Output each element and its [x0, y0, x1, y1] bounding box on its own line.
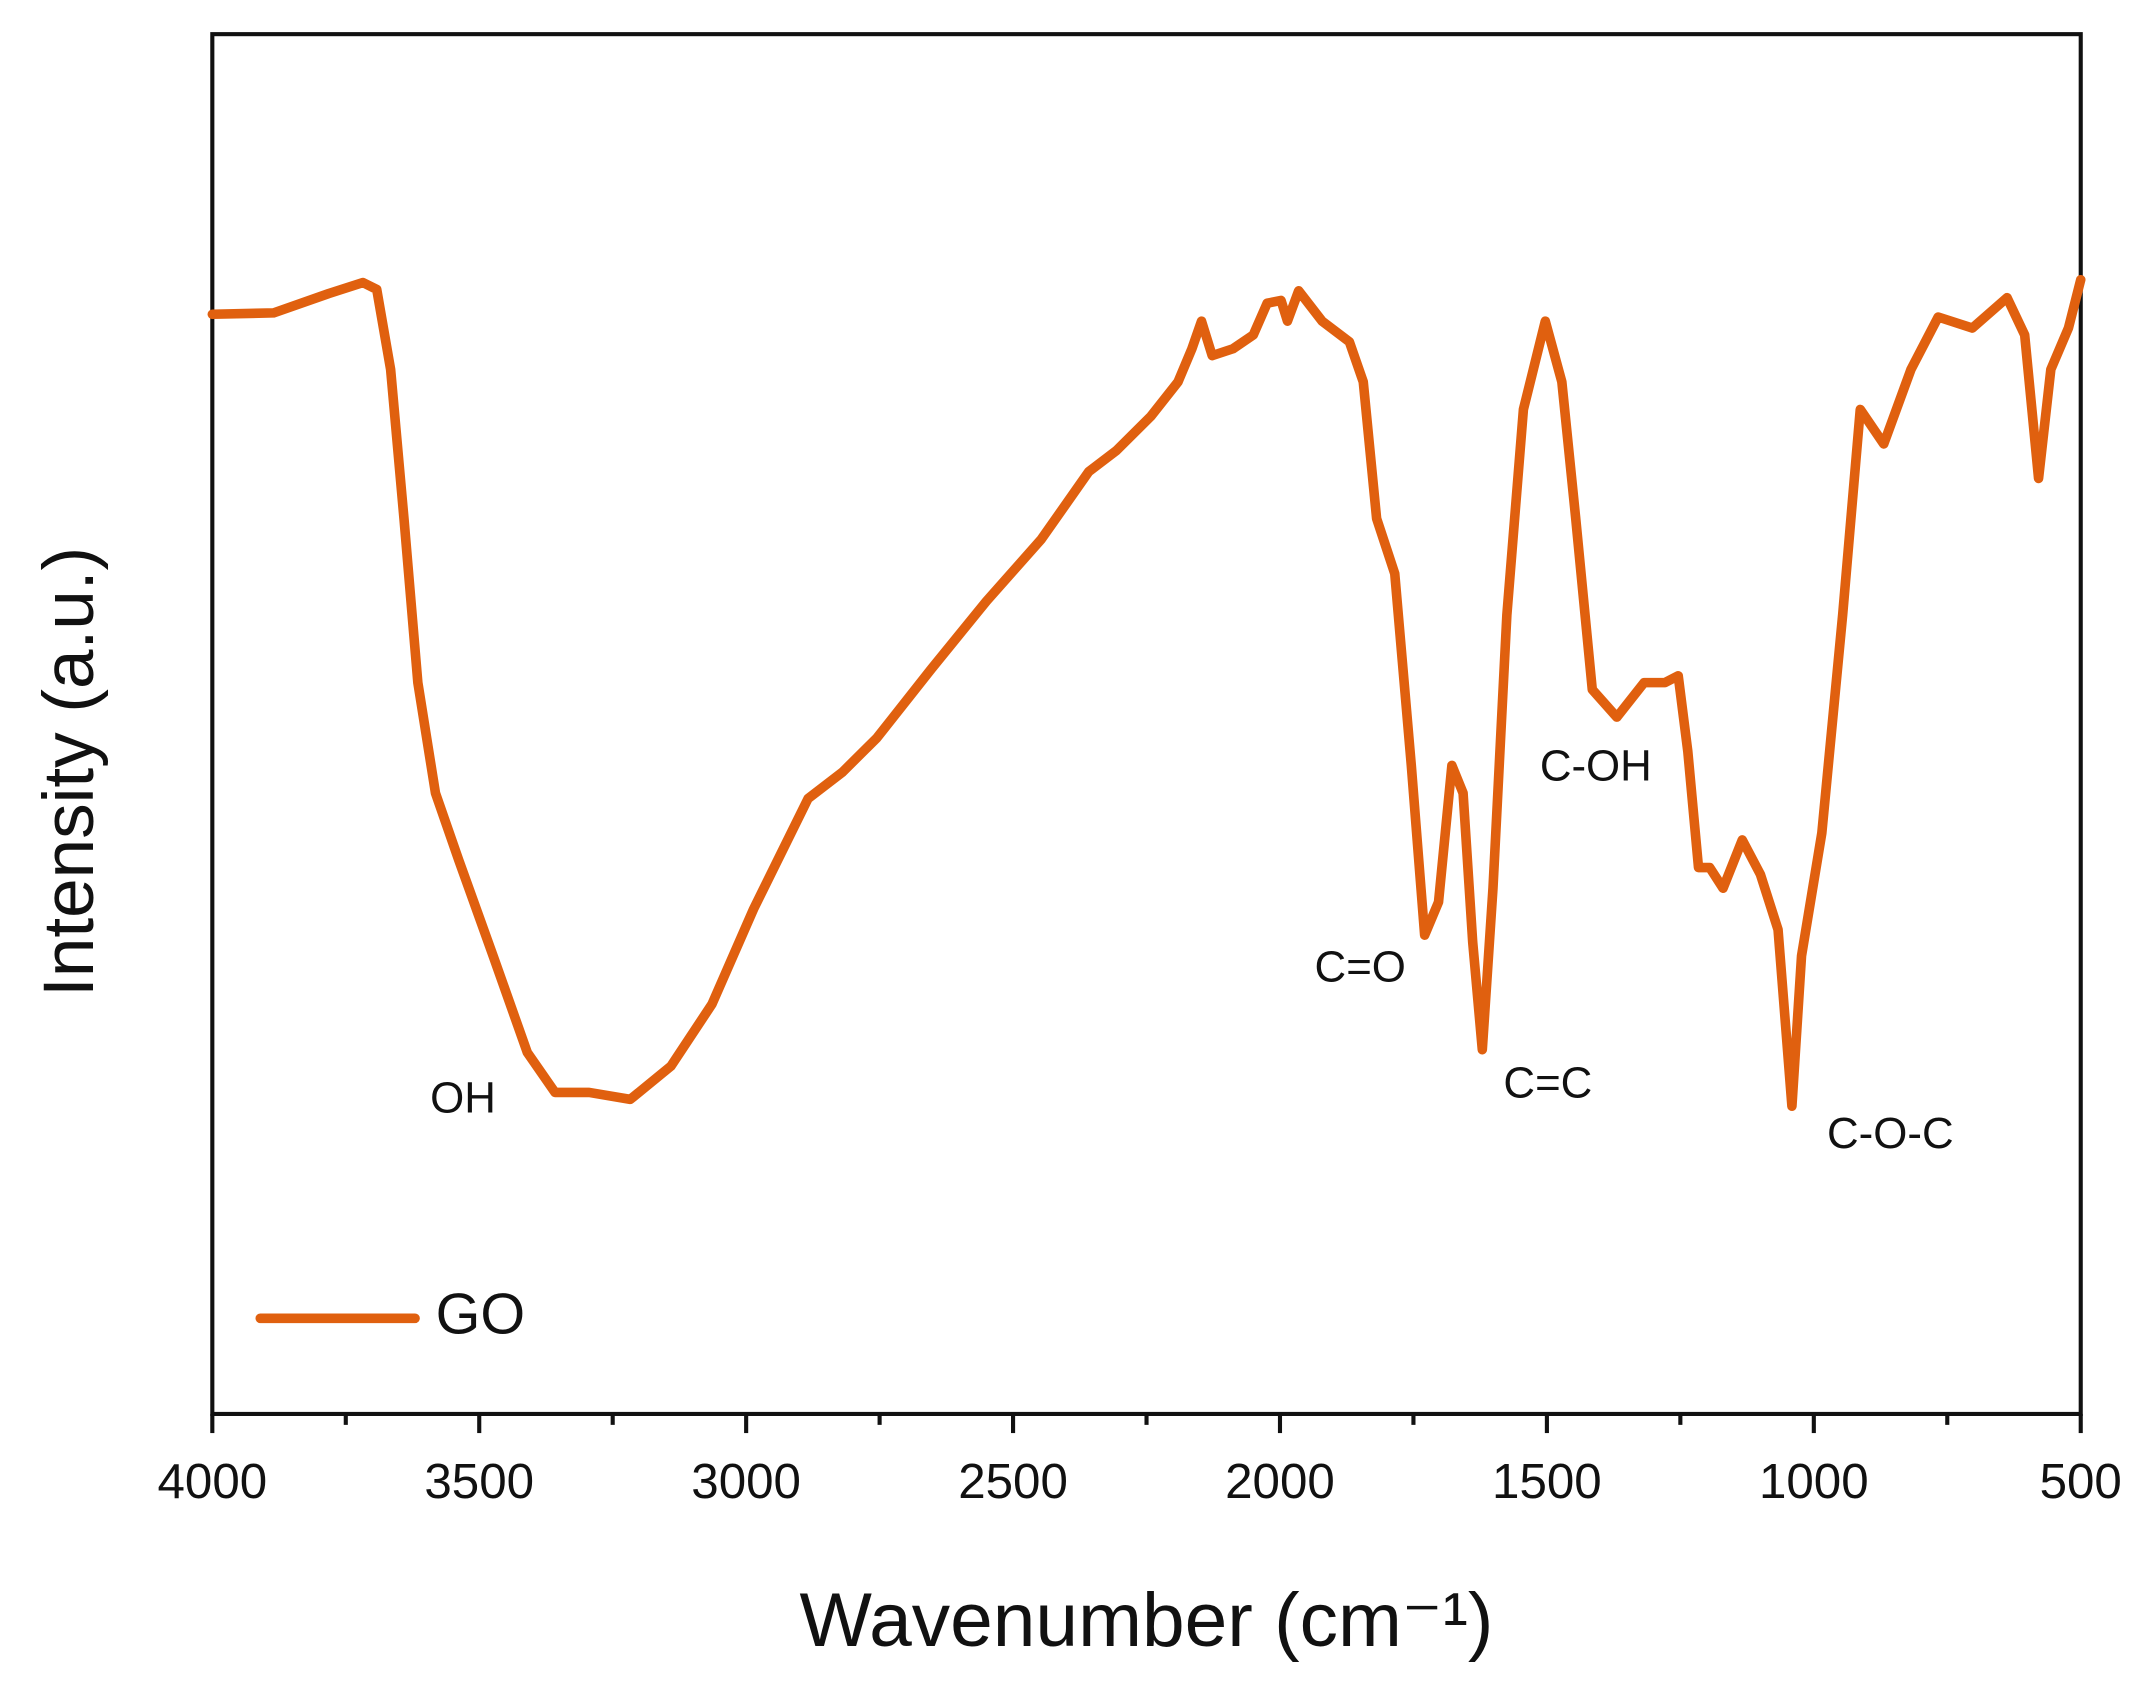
x-tick-label: 2000 — [1225, 1454, 1335, 1509]
spectrum-line — [207, 274, 2086, 1112]
peak-annotation: C=C — [1503, 1059, 1592, 1108]
peak-annotation: OH — [430, 1074, 496, 1123]
x-tick-label: 2500 — [958, 1454, 1068, 1509]
x-tick-label: 1500 — [1492, 1454, 1602, 1509]
peak-annotation: C-OH — [1540, 742, 1652, 791]
x-tick-label: 4000 — [157, 1454, 267, 1509]
x-tick-label: 1000 — [1759, 1454, 1869, 1509]
x-tick-label: 3000 — [691, 1454, 801, 1509]
x-axis-label: Wavenumber (cm⁻¹) — [800, 1578, 1494, 1663]
y-axis-label: Intensity (a.u.) — [30, 547, 109, 997]
peak-annotation: C-O-C — [1827, 1109, 1954, 1158]
peak-annotation: C=O — [1315, 943, 1406, 992]
plot-frame — [210, 32, 2083, 1416]
legend-label: GO — [436, 1283, 525, 1347]
x-tick-label: 500 — [2040, 1454, 2122, 1509]
x-tick-label: 3500 — [424, 1454, 534, 1509]
